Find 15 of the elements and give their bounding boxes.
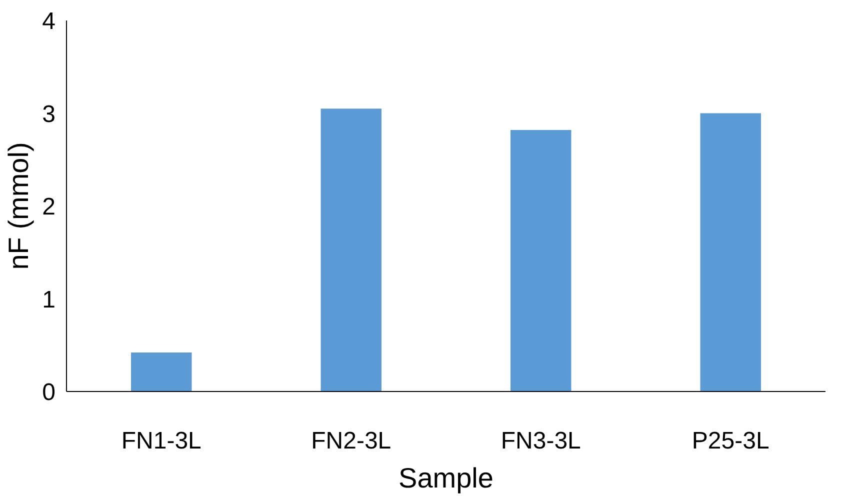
x-tick-label: FN1-3L bbox=[121, 428, 202, 454]
x-tick-label: FN3-3L bbox=[500, 428, 581, 454]
y-tick-label: 3 bbox=[42, 100, 56, 128]
bar bbox=[320, 108, 382, 392]
y-tick-label: 2 bbox=[42, 194, 56, 220]
y-tick-label: 4 bbox=[42, 8, 56, 35]
x-tick-label: FN2-3L bbox=[311, 428, 392, 454]
bar bbox=[510, 130, 572, 392]
y-tick-label: 1 bbox=[42, 286, 56, 314]
bar bbox=[700, 113, 761, 392]
bar bbox=[131, 352, 192, 392]
x-tick-label: P25-3L bbox=[692, 428, 770, 454]
x-axis-title: Sample bbox=[398, 462, 494, 494]
y-axis-title: nF (mmol) bbox=[3, 142, 34, 270]
y-tick-label: 0 bbox=[42, 379, 56, 406]
